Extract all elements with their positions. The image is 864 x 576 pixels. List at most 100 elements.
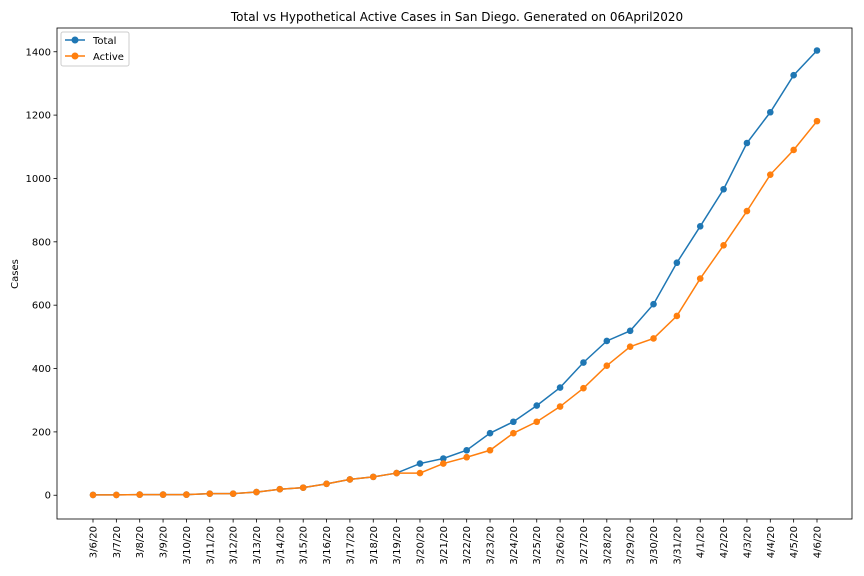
data-point-total xyxy=(790,71,797,79)
data-point-total xyxy=(626,327,634,335)
x-tick-label: 3/15/20 xyxy=(299,526,310,565)
legend-label-active: Active xyxy=(93,52,124,63)
data-point-total xyxy=(813,47,821,54)
data-point-total xyxy=(766,108,774,116)
data-point-total xyxy=(696,223,704,230)
data-point-active xyxy=(276,485,284,493)
x-tick-label: 3/28/20 xyxy=(602,526,613,565)
y-tick-label: 800 xyxy=(32,237,51,248)
data-point-total xyxy=(510,418,517,426)
data-point-active xyxy=(323,480,330,488)
data-point-active xyxy=(299,484,307,491)
x-tick-label: 3/8/20 xyxy=(135,526,146,558)
data-point-total xyxy=(650,300,657,308)
y-tick-label: 600 xyxy=(32,301,51,312)
data-point-active xyxy=(533,418,541,426)
chart-title: Total vs Hypothetical Active Cases in Sa… xyxy=(230,10,683,24)
data-point-total xyxy=(556,384,564,391)
x-tick-label: 3/18/20 xyxy=(369,526,380,565)
data-point-total xyxy=(720,185,727,193)
data-point-active xyxy=(580,384,587,392)
data-point-total xyxy=(673,259,681,267)
plot-frame xyxy=(56,27,853,520)
legend-marker-total xyxy=(71,36,79,44)
data-point-active xyxy=(206,490,214,497)
x-tick-label: 3/27/20 xyxy=(579,526,590,565)
x-tick-label: 4/1/20 xyxy=(696,526,707,558)
data-point-active xyxy=(253,488,260,496)
data-point-active xyxy=(113,491,120,499)
series-line-active xyxy=(93,120,818,496)
data-point-total xyxy=(416,460,424,467)
data-point-active xyxy=(89,491,97,499)
x-tick-label: 3/9/20 xyxy=(159,526,170,558)
x-tick-label: 3/11/20 xyxy=(205,526,216,565)
data-point-total xyxy=(580,359,587,366)
data-point-active xyxy=(346,476,354,483)
y-tick-label: 200 xyxy=(32,427,51,438)
data-point-active xyxy=(440,460,447,467)
data-point-active xyxy=(720,242,727,249)
legend-marker-active xyxy=(71,52,79,60)
x-tick-label: 3/23/20 xyxy=(486,526,497,565)
x-tick-label: 3/7/20 xyxy=(112,526,123,558)
x-tick-label: 3/24/20 xyxy=(509,526,520,565)
x-tick-label: 4/3/20 xyxy=(742,526,753,558)
data-point-active xyxy=(486,446,494,454)
x-tick-label: 3/29/20 xyxy=(626,526,637,565)
y-tick-label: 1000 xyxy=(26,174,51,185)
data-point-total xyxy=(533,402,541,409)
x-tick-label: 3/12/20 xyxy=(229,526,240,565)
x-tick-label: 3/22/20 xyxy=(462,526,473,565)
data-point-total xyxy=(440,455,447,462)
x-tick-label: 3/19/20 xyxy=(392,526,403,565)
data-point-active xyxy=(603,362,611,369)
series-line-total xyxy=(93,49,818,496)
data-point-total xyxy=(603,337,611,345)
x-tick-label: 3/16/20 xyxy=(322,526,333,565)
data-point-active xyxy=(159,491,167,498)
data-point-active xyxy=(673,312,681,320)
x-axis: 3/6/20 3/7/20 3/8/20 3/9/20 3/10/20 3/11/20 3/… xyxy=(89,519,824,565)
x-tick-label: 3/26/20 xyxy=(556,526,567,565)
y-tick-label: 400 xyxy=(32,364,51,375)
y-tick-label: 1200 xyxy=(26,111,51,122)
data-point-active xyxy=(556,403,564,410)
x-tick-label: 3/31/20 xyxy=(672,526,683,565)
data-point-active xyxy=(183,491,190,498)
data-point-active xyxy=(369,473,377,481)
data-point-active xyxy=(229,490,237,497)
x-tick-label: 3/17/20 xyxy=(345,526,356,565)
data-point-active xyxy=(510,429,517,437)
x-tick-label: 3/30/20 xyxy=(649,526,660,565)
data-point-active xyxy=(743,207,751,215)
data-point-active xyxy=(416,469,424,477)
y-tick-label: 1400 xyxy=(26,47,51,58)
data-point-total xyxy=(486,429,494,437)
x-tick-label: 3/20/20 xyxy=(415,526,426,565)
x-tick-label: 3/14/20 xyxy=(275,526,286,565)
data-point-total xyxy=(463,446,470,454)
x-tick-label: 4/6/20 xyxy=(813,526,824,558)
y-tick-label: 0 xyxy=(45,491,51,502)
x-tick-label: 3/25/20 xyxy=(532,526,543,565)
x-tick-label: 3/13/20 xyxy=(252,526,263,565)
data-point-active xyxy=(813,117,821,125)
series-layer xyxy=(89,47,821,499)
data-point-active xyxy=(463,453,470,461)
x-tick-label: 3/21/20 xyxy=(439,526,450,565)
y-axis: 0 200 400 600 800 1000 1200 1400 xyxy=(26,47,57,502)
x-tick-label: 4/5/20 xyxy=(789,526,800,558)
legend: Total Active xyxy=(60,31,130,67)
data-point-active xyxy=(790,146,797,154)
data-point-active xyxy=(393,469,400,477)
data-point-active xyxy=(766,171,774,178)
data-point-active xyxy=(626,343,634,350)
x-tick-label: 3/10/20 xyxy=(182,526,193,565)
data-point-active xyxy=(650,335,657,342)
y-axis-label: Cases xyxy=(10,259,21,289)
data-point-active xyxy=(696,275,704,282)
x-tick-label: 4/2/20 xyxy=(719,526,730,558)
legend-label-total: Total xyxy=(92,36,116,47)
